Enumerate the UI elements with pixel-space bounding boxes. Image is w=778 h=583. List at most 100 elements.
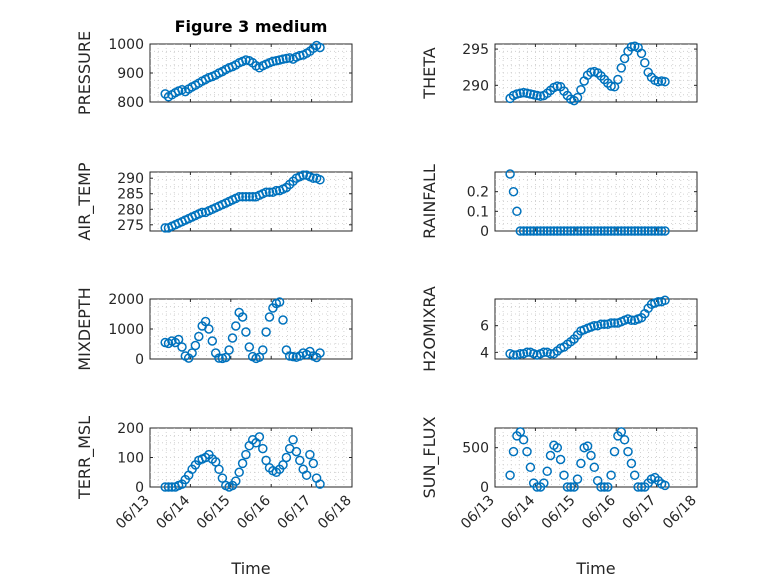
data-point [221,352,231,363]
data-point [552,226,563,236]
y-axis-label: TERR_MSL [75,416,95,500]
data-point [569,226,579,236]
data-point [204,324,214,334]
data-point [291,446,302,457]
data-point [616,226,627,236]
y-tick-label: 0 [135,352,144,368]
subplot-2: 290 295 THETA [420,41,698,106]
data-point [653,226,664,236]
data-point [643,226,653,236]
data-point [599,482,610,492]
data-point [295,455,305,466]
data-point [633,482,643,492]
series-markers [505,295,670,360]
data-point [315,175,325,185]
data-point [596,226,606,236]
data-point [231,321,241,331]
data-point [626,315,637,326]
data-point [629,470,640,480]
data-point [522,226,532,236]
data-point [555,226,566,236]
subplot-4: 0 0.1 0.2 RAINFALL [420,164,698,240]
y-tick-label: 4 [480,345,489,361]
data-point [261,327,271,337]
data-point [592,226,603,236]
data-point [559,470,569,480]
data-point [653,296,664,307]
data-point [545,450,556,461]
data-point [640,226,650,236]
y-tick-label: 500 [462,441,489,457]
data-point [278,54,288,64]
data-point [241,449,251,460]
data-point [542,466,552,477]
data-point [623,226,633,236]
y-axis-label: MIXDEPTH [75,287,94,370]
data-point [214,353,224,363]
data-point [231,476,241,486]
data-point [261,187,271,197]
data-point [650,226,660,236]
data-point [190,340,201,351]
data-point [288,435,298,445]
data-point [562,226,573,236]
data-point [264,312,275,322]
data-point [613,74,623,85]
data-point [636,226,647,236]
data-point [512,206,522,217]
data-point [237,458,248,469]
data-point [214,464,224,475]
data-point [616,427,627,437]
data-point [224,345,234,355]
data-point [525,462,536,473]
data-point [177,342,187,352]
y-tick-label: 295 [462,42,489,58]
data-point [197,207,207,218]
data-point [539,347,549,358]
data-point [308,458,319,469]
data-point [505,169,515,179]
data-point [572,92,583,103]
y-tick-label: 0 [135,480,144,496]
data-point [589,226,600,236]
y-tick-label: 0 [480,480,489,496]
data-point [278,460,288,470]
series-markers [160,40,325,102]
data-point [234,192,244,202]
y-tick-label: 6 [480,319,489,335]
grid [150,44,352,102]
subplot-1: 800 900 1000 PRESSURE Figure 3 medium [75,17,353,115]
data-point [606,318,616,328]
y-tick-label: 0.2 [467,185,489,201]
data-point [576,226,586,236]
data-point [515,348,526,359]
data-point [237,192,248,202]
y-tick-label: 0 [480,224,489,240]
data-point [508,446,519,457]
y-axis-label: H2OMIXRA [420,286,439,372]
data-point [576,458,586,469]
data-point [515,226,526,236]
subplot-6: 4 6 H2OMIXRA [420,286,698,372]
data-point [261,455,271,466]
data-point [660,226,670,236]
data-point [217,473,228,483]
data-point [278,315,288,325]
y-tick-label: 100 [117,451,144,467]
y-axis-label: THETA [420,47,439,99]
data-point [660,480,670,491]
data-point [646,226,657,236]
y-tick-label: 0.1 [467,204,489,220]
data-point [552,442,563,453]
y-axis-label: RAINFALL [420,164,439,239]
data-point [244,342,255,352]
grid [150,172,352,231]
data-point [247,192,258,202]
data-point [626,226,637,236]
data-point [613,226,623,236]
data-point [549,226,559,236]
data-point [539,226,549,236]
data-point [522,446,532,457]
data-point [572,474,583,484]
